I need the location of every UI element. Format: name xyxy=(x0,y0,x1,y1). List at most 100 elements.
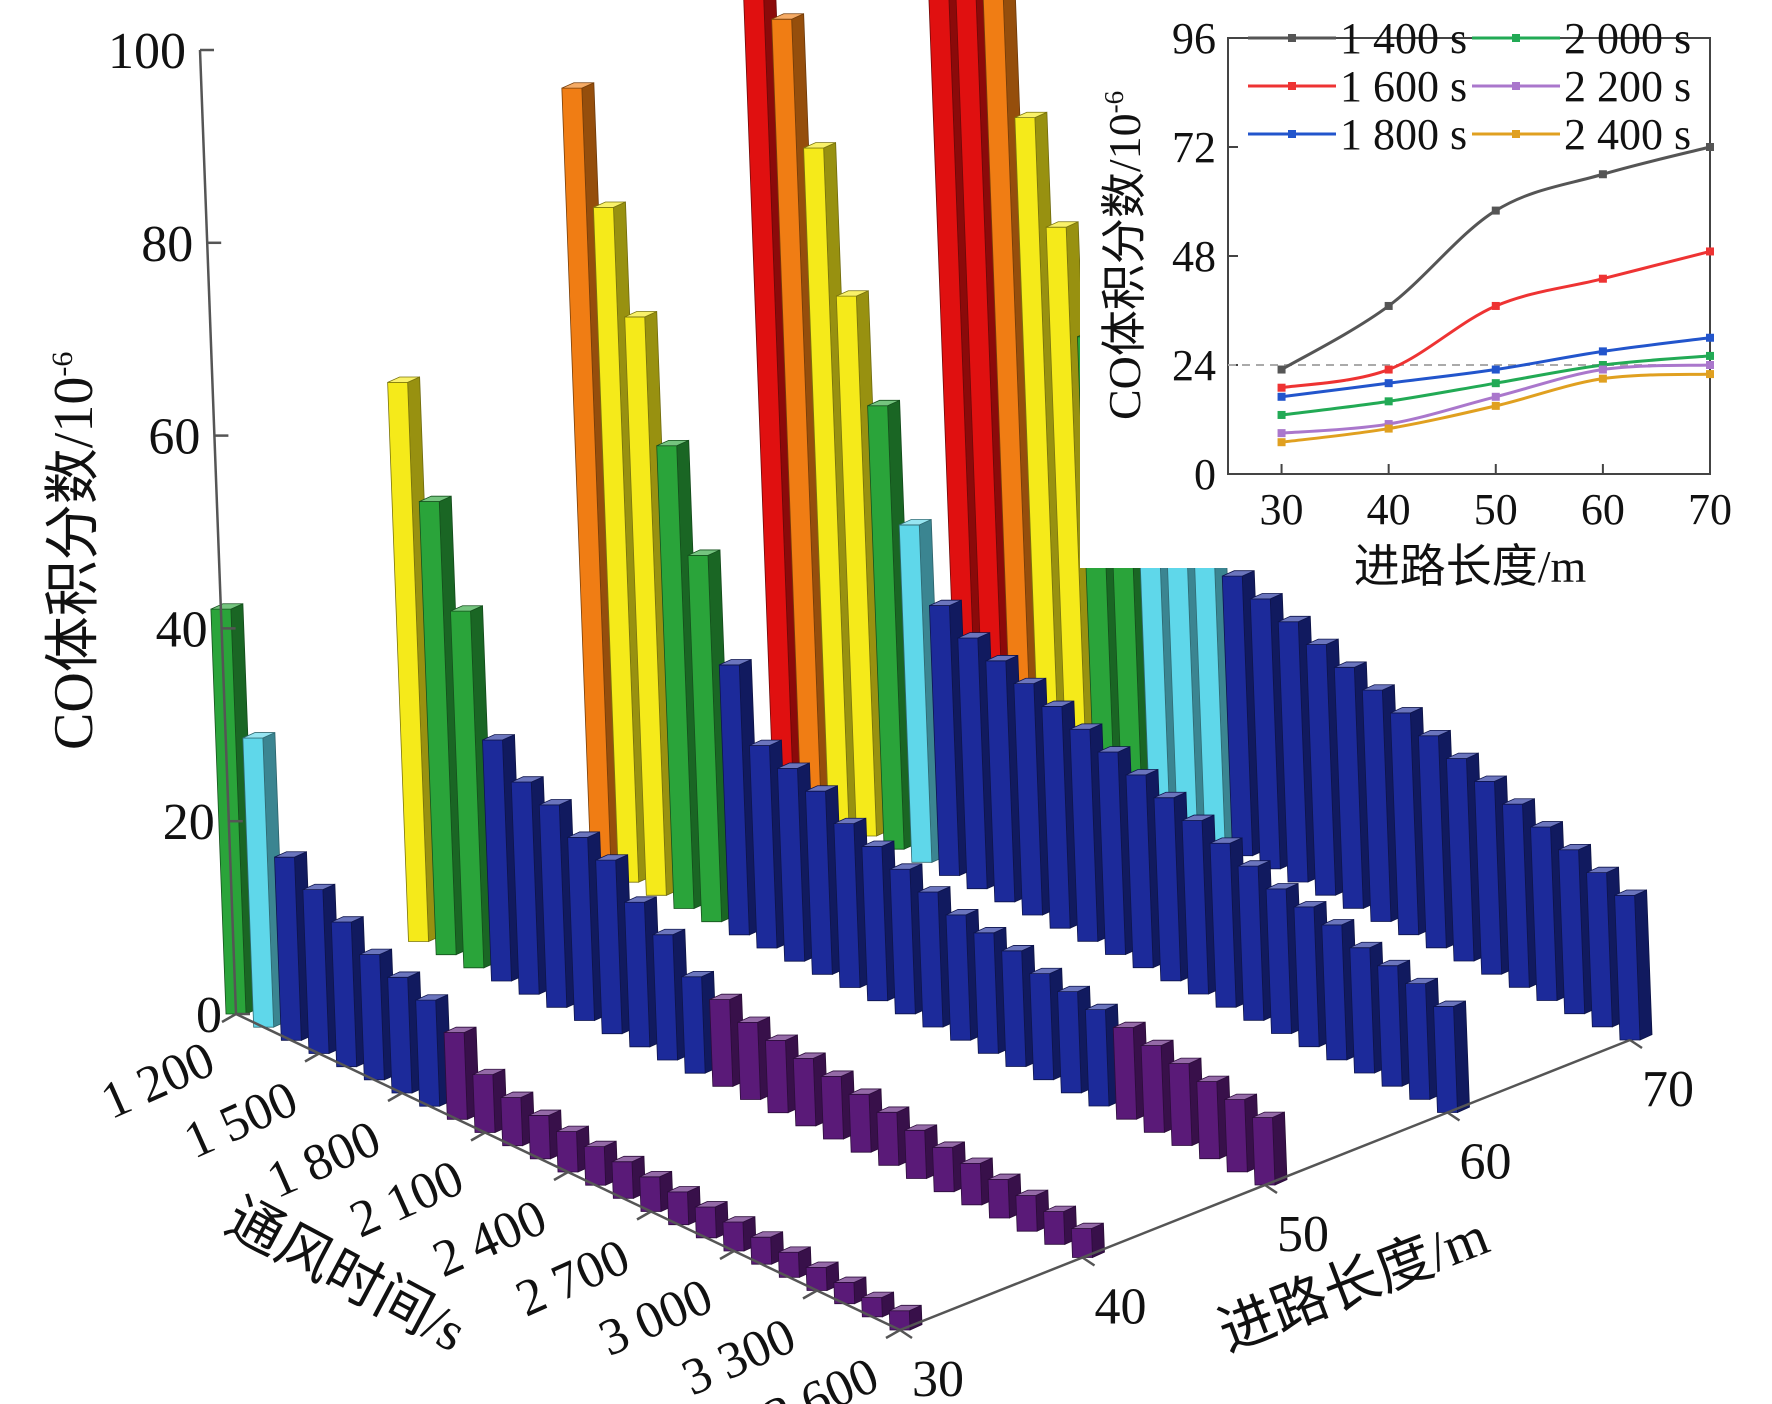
inset-series-marker xyxy=(1277,365,1286,374)
inset-y-ticks: 0 24 48 72 96 xyxy=(1172,14,1238,499)
inset-legend-marker xyxy=(1512,34,1520,42)
bar3d-bar-top xyxy=(1001,945,1034,952)
bar3d-bar-top xyxy=(820,1070,854,1077)
bar3d-length-tick-mark xyxy=(1629,1038,1643,1050)
bar3d-bar xyxy=(1614,889,1653,1041)
bar3d-bar-top xyxy=(687,549,721,556)
bar3d-bar-front xyxy=(792,1057,817,1127)
bar3d-bar-top xyxy=(861,840,895,847)
bar3d-bar-front xyxy=(415,999,441,1107)
inset-series-marker xyxy=(1598,347,1607,356)
bar3d-y-tick-label: 40 xyxy=(156,601,208,658)
bar3d-bar-top xyxy=(1196,1075,1229,1082)
inset-y-tick-label: 48 xyxy=(1172,232,1216,281)
bar3d-bar-top xyxy=(1181,814,1215,821)
inset-y-tick-label: 24 xyxy=(1172,341,1216,390)
inset-x-tick-label: 60 xyxy=(1581,485,1625,534)
bar3d-length-tick-label: 40 xyxy=(1095,1279,1147,1336)
bar3d-length-tick-mark xyxy=(899,1328,913,1340)
bar3d-bar-top xyxy=(695,1201,728,1208)
inset-legend-marker xyxy=(1512,130,1520,138)
bar3d-bar-front xyxy=(1071,1228,1093,1258)
bar3d-length-tick-mark xyxy=(1081,1256,1096,1267)
bar3d-bar-front xyxy=(387,976,413,1094)
bar3d-bar-top xyxy=(1321,919,1354,926)
inset-x-tick-label: 50 xyxy=(1474,485,1518,534)
inset-series-marker xyxy=(1706,143,1714,151)
inset-legend-label: 1 400 s xyxy=(1340,14,1467,63)
inset-series-marker xyxy=(1384,420,1393,429)
bar3d-bar-front xyxy=(709,999,734,1087)
bar3d-bar-top xyxy=(1029,967,1062,975)
bar3d-bar-top xyxy=(639,1170,672,1178)
bar3d-bar xyxy=(1071,1222,1105,1259)
bar3d-bar-top xyxy=(771,13,804,20)
inset-series-marker xyxy=(1491,365,1500,374)
inset-series-marker xyxy=(1384,301,1393,310)
bar3d-length-ticks: 30 40 50 60 70 xyxy=(899,1038,1694,1404)
bar3d-time-tick-mark xyxy=(304,1052,320,1063)
bar3d-bar-top xyxy=(1433,1000,1466,1007)
inset-series-marker xyxy=(1706,351,1714,360)
bar3d-bar-top xyxy=(681,970,714,978)
bar3d-bar-top xyxy=(1252,1111,1285,1118)
bar3d-bar-top xyxy=(387,971,420,978)
bar3d-length-tick-label: 60 xyxy=(1460,1134,1512,1191)
bar3d-bar-front xyxy=(973,932,999,1054)
bar3d-bar-top xyxy=(917,886,951,893)
bar3d-bar-top xyxy=(1014,111,1048,119)
inset-x-tick-label: 30 xyxy=(1260,485,1304,534)
bar3d-bar-front xyxy=(876,1111,900,1166)
bar3d-length-tick-label: 30 xyxy=(912,1351,964,1404)
inset-series-marker xyxy=(1491,379,1500,388)
bar3d-bar-front xyxy=(583,1146,607,1186)
bar3d-bar-top xyxy=(1113,1021,1146,1028)
bar3d-bar-top xyxy=(1041,700,1075,707)
bar3d-bar-front xyxy=(1084,1009,1110,1107)
inset-series-marker xyxy=(1598,365,1607,374)
bar3d-time-tick-mark xyxy=(470,1131,486,1142)
bar3d-bar-front xyxy=(987,1179,1010,1219)
bar3d-y-ticks: 0 20 40 60 80 100 xyxy=(108,23,250,1044)
bar3d-vertical-axis xyxy=(198,49,238,1015)
inset-y-axis-title-main: CO体积分数/10 xyxy=(1099,113,1150,420)
bar3d-bar-front xyxy=(904,1129,927,1179)
bar3d-y-tick-label: 20 xyxy=(163,794,215,851)
bar3d-bar-top xyxy=(667,1186,700,1193)
bar3d-time-tick-mark xyxy=(636,1210,652,1221)
inset-legend-label: 2 200 s xyxy=(1564,62,1691,111)
bar3d-bar-top xyxy=(1013,677,1047,685)
inset-x-tick-label: 70 xyxy=(1688,485,1732,534)
bar3d-y-axis-title: CO体积分数/10-6 xyxy=(43,352,105,750)
inset-series-marker xyxy=(1598,374,1607,383)
bar3d-y-axis-title-sup: -6 xyxy=(46,352,79,377)
bar3d-bar-top xyxy=(750,1231,783,1238)
bar3d-bar-top xyxy=(899,519,932,526)
inset-series-marker xyxy=(1598,361,1607,369)
bar3d-bar-top xyxy=(1377,959,1410,967)
bar3d-bar-front xyxy=(1043,1211,1066,1245)
bar3d-bar-top xyxy=(1349,941,1382,949)
bar3d-bar-top xyxy=(1293,901,1327,908)
bar3d-bar-top xyxy=(595,854,628,861)
bar3d-bar-top xyxy=(861,1291,894,1298)
bar3d-bar xyxy=(1196,1075,1233,1160)
bar3d-bar-top xyxy=(737,1016,770,1023)
bar3d-bar-top xyxy=(1502,798,1535,805)
inset-series-marker xyxy=(1277,392,1286,401)
inset-series-marker xyxy=(1384,365,1393,374)
bar3d-bar-top xyxy=(1015,1189,1048,1196)
bar3d-bar-top xyxy=(482,734,515,741)
inset-series-marker xyxy=(1706,361,1714,369)
bar3d-bar-top xyxy=(973,927,1006,934)
bar3d-bar-front xyxy=(500,1097,524,1147)
bar3d-bar-top xyxy=(274,851,307,858)
bar3d-bar-top xyxy=(1224,1093,1257,1100)
bar3d-bar-top xyxy=(709,993,742,1000)
bar3d-bar-top xyxy=(932,1141,965,1148)
inset-series-marker xyxy=(1384,424,1393,433)
bar3d-bar-front xyxy=(359,954,385,1081)
inset-series-marker xyxy=(1706,247,1714,256)
bar3d-bar-top xyxy=(1586,866,1619,873)
bar3d-bar-front xyxy=(1196,1081,1221,1160)
